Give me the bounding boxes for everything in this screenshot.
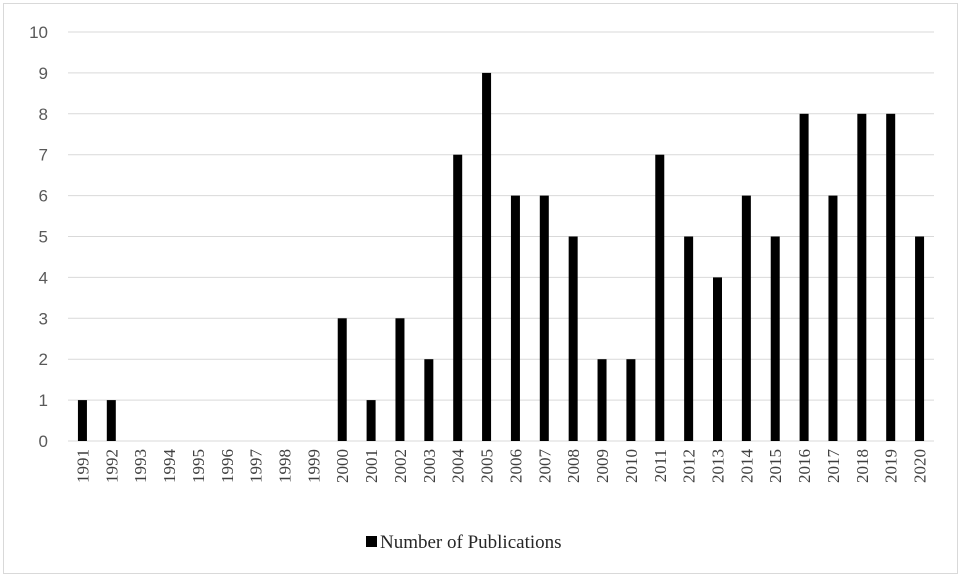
x-tick-label: 2019 [882,449,901,483]
x-tick-label: 2001 [362,449,381,483]
bar [568,236,578,441]
y-tick-label: 9 [39,64,48,83]
x-tick-label: 2015 [766,449,785,483]
bar [510,195,520,441]
bar [337,318,347,441]
x-tick-label: 2008 [564,449,583,483]
bar [770,236,780,441]
y-tick-label: 0 [39,432,48,451]
chart-frame [3,3,958,574]
x-tick-label: 2013 [709,449,728,483]
y-tick-label: 1 [39,391,48,410]
y-tick-label: 5 [39,228,48,247]
bar [684,236,694,441]
y-tick-label: 4 [39,268,48,287]
x-tick-label: 2020 [911,449,930,483]
bar [453,154,463,441]
legend-label: Number of Publications [380,532,562,553]
x-tick-label: 2017 [824,449,843,484]
x-tick-label: 2011 [651,449,670,482]
bar [77,400,87,441]
x-tick-label: 2004 [449,449,468,484]
bar [626,359,636,441]
bars [77,72,925,442]
y-axis-ticks: 0 1 2 3 4 5 6 7 8 9 10 [29,23,48,451]
x-tick-label: 2009 [593,449,612,483]
x-tick-label: 1992 [102,449,121,483]
x-tick-label: 2007 [535,449,554,484]
x-tick-label: 1996 [218,449,237,483]
x-tick-label: 1994 [160,449,179,484]
x-tick-label: 2018 [853,449,872,483]
bar [106,400,116,441]
x-tick-label: 2003 [420,449,439,483]
x-tick-label: 2002 [391,449,410,483]
legend-swatch [366,536,377,547]
x-tick-label: 1998 [276,449,295,483]
x-tick-label: 1999 [304,449,323,483]
y-tick-label: 8 [39,105,48,124]
y-tick-label: 3 [39,309,48,328]
bar [886,113,896,442]
gridlines [68,31,934,401]
bar [713,277,722,441]
x-tick-label: 2005 [478,449,497,483]
x-tick-label: 2016 [795,449,814,483]
y-tick-label: 10 [29,23,48,42]
x-tick-label: 1993 [131,449,150,483]
x-tick-label: 2010 [622,449,641,483]
y-tick-label: 7 [39,146,48,165]
x-tick-label: 2006 [506,449,525,483]
x-tick-label: 1995 [189,449,208,483]
bar [424,359,434,441]
bar [799,113,809,442]
legend: Number of Publications [366,532,562,553]
bar [539,195,549,441]
x-tick-label: 1997 [247,449,266,484]
bar [395,318,405,441]
bar [857,113,867,442]
x-tick-label: 1991 [73,449,92,483]
x-axis-ticks: 1991 1992 1993 1994 1995 1996 1997 1998 1999 2000… [73,449,929,484]
x-tick-label: 2012 [680,449,699,483]
bar [366,400,376,441]
bar [741,195,751,441]
bar [915,236,925,441]
bar [828,195,838,441]
x-tick-label: 2000 [333,449,352,483]
bar [482,72,492,442]
y-tick-label: 6 [39,187,48,206]
bar [597,359,607,441]
y-tick-label: 2 [39,350,48,369]
x-tick-label: 2014 [737,449,756,484]
bar [655,154,665,441]
